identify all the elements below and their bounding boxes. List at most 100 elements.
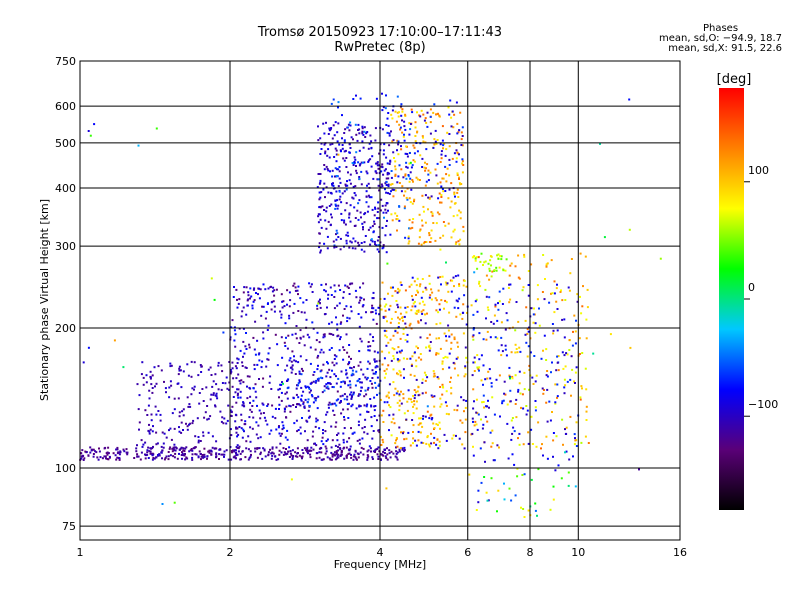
data-point xyxy=(210,453,213,456)
data-point xyxy=(384,234,387,237)
data-point xyxy=(350,241,353,244)
data-point xyxy=(397,316,399,319)
data-point xyxy=(382,454,385,457)
data-point xyxy=(146,414,149,416)
data-point xyxy=(283,451,286,454)
data-point xyxy=(191,387,194,390)
data-point xyxy=(490,275,493,278)
data-point xyxy=(154,405,157,408)
data-point xyxy=(374,243,376,246)
data-point xyxy=(300,386,303,389)
data-point xyxy=(372,291,375,294)
data-point xyxy=(434,140,437,143)
data-point xyxy=(522,443,525,446)
data-point xyxy=(249,401,251,404)
data-point xyxy=(229,414,232,417)
data-point xyxy=(350,453,352,456)
data-point xyxy=(417,320,420,323)
data-point xyxy=(330,451,333,454)
data-point xyxy=(150,383,153,386)
data-point xyxy=(356,380,359,383)
data-point xyxy=(249,455,252,458)
data-point xyxy=(211,385,214,388)
data-point xyxy=(522,286,525,289)
data-point xyxy=(340,453,343,456)
data-point xyxy=(83,457,86,460)
data-point xyxy=(394,442,397,445)
data-point xyxy=(302,452,305,455)
data-point xyxy=(574,439,577,442)
data-point xyxy=(433,103,436,106)
data-point xyxy=(401,448,404,451)
data-point xyxy=(491,442,494,445)
data-point xyxy=(490,264,492,267)
data-point xyxy=(374,360,376,363)
data-point xyxy=(534,322,537,325)
data-point xyxy=(343,418,346,421)
data-point xyxy=(498,446,500,449)
data-point xyxy=(431,417,434,419)
data-point xyxy=(451,110,454,113)
data-point xyxy=(238,327,241,330)
data-point xyxy=(402,176,405,179)
data-point xyxy=(514,343,517,346)
data-point xyxy=(144,457,147,460)
data-point xyxy=(475,256,478,259)
data-point xyxy=(343,416,345,418)
data-point xyxy=(310,449,313,452)
plot-frame xyxy=(79,60,681,541)
data-point xyxy=(181,451,183,454)
data-point xyxy=(412,431,414,433)
data-point xyxy=(404,236,407,239)
data-point xyxy=(415,310,418,312)
data-point xyxy=(251,427,254,430)
data-point xyxy=(336,335,339,338)
data-point xyxy=(378,250,380,253)
data-point xyxy=(555,287,558,290)
data-point xyxy=(330,294,333,296)
data-point xyxy=(250,410,253,413)
data-point xyxy=(245,367,248,369)
data-point xyxy=(329,143,332,146)
data-point xyxy=(315,417,318,420)
data-point xyxy=(501,402,504,405)
data-point xyxy=(560,477,563,480)
data-point xyxy=(338,443,341,446)
data-point xyxy=(396,218,399,221)
data-point xyxy=(397,143,400,146)
data-point xyxy=(441,393,444,396)
data-point xyxy=(354,185,357,188)
data-point xyxy=(181,457,183,460)
data-point xyxy=(453,191,456,194)
data-point xyxy=(408,324,411,327)
data-point xyxy=(448,335,451,338)
data-point xyxy=(406,340,409,343)
data-point xyxy=(254,450,257,453)
data-point xyxy=(183,450,186,453)
data-point xyxy=(307,409,310,412)
data-point xyxy=(479,260,482,263)
data-point xyxy=(500,336,503,339)
data-point xyxy=(489,255,492,258)
data-point xyxy=(328,348,331,351)
data-point xyxy=(364,136,367,138)
data-point xyxy=(360,340,363,343)
data-point xyxy=(316,304,319,307)
data-point xyxy=(398,399,401,402)
data-point xyxy=(488,267,491,270)
data-point xyxy=(346,403,349,405)
data-point xyxy=(508,301,511,304)
data-point xyxy=(137,455,140,458)
data-point xyxy=(487,399,489,402)
data-point xyxy=(288,404,291,407)
data-point xyxy=(153,457,156,460)
data-point xyxy=(339,385,342,388)
data-point xyxy=(138,421,141,424)
data-point xyxy=(386,458,389,461)
data-point xyxy=(457,131,460,134)
data-point xyxy=(413,374,416,377)
data-point xyxy=(508,487,511,490)
data-point xyxy=(326,306,328,309)
data-point xyxy=(384,315,387,318)
data-point xyxy=(422,113,425,116)
